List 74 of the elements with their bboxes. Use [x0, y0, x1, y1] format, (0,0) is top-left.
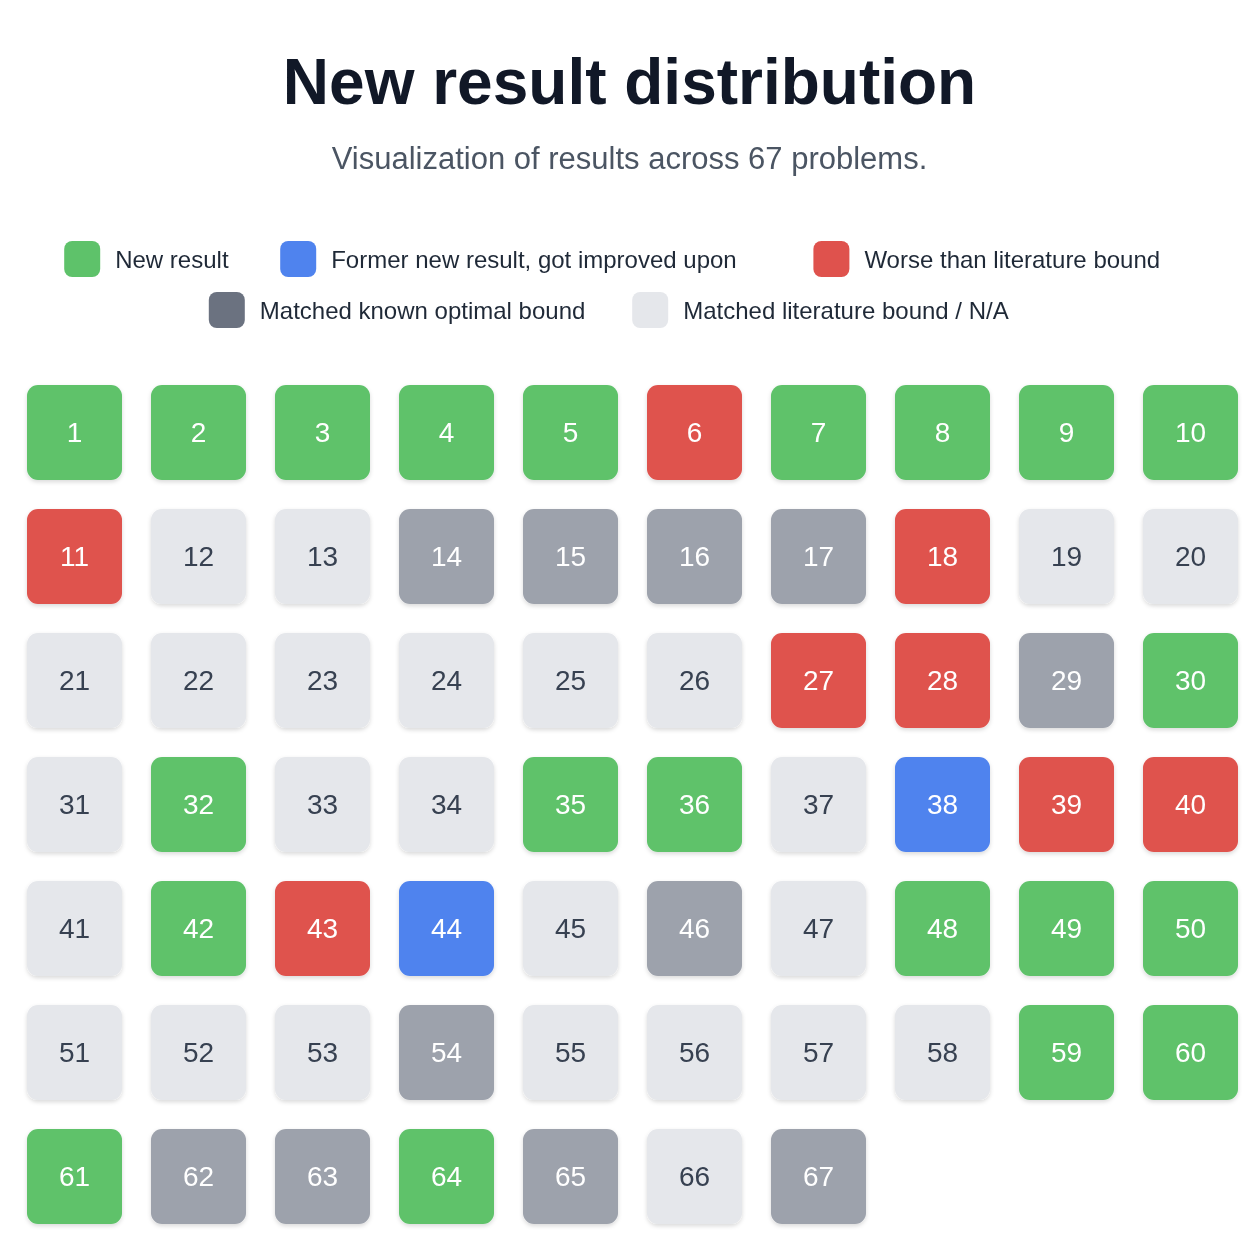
data-label: 45	[554, 913, 587, 944]
data-label: 55	[554, 1037, 587, 1068]
data-label: 4	[438, 417, 455, 448]
data-label: 56	[678, 1037, 711, 1068]
data-label: 6	[686, 417, 703, 448]
data-label: 65	[554, 1161, 587, 1192]
data-label: 20	[1174, 541, 1207, 572]
data-label: 19	[1050, 541, 1083, 572]
data-label: 43	[306, 913, 339, 944]
text: Matched known optimal bound	[259, 296, 586, 324]
data-label: 38	[926, 789, 959, 820]
text: New result	[115, 245, 229, 273]
data-label: 15	[554, 541, 587, 572]
data-label: 64	[430, 1161, 463, 1192]
data-label: 25	[554, 665, 587, 696]
data-label: 52	[182, 1037, 215, 1068]
data-label: 35	[554, 789, 587, 820]
data-label: 61	[58, 1161, 91, 1192]
data-label: 18	[926, 541, 959, 572]
data-label: 57	[802, 1037, 835, 1068]
data-label: 50	[1174, 913, 1207, 944]
data-label: 30	[1174, 665, 1207, 696]
data-label: 54	[430, 1037, 463, 1068]
data-label: 48	[926, 913, 959, 944]
data-label: 40	[1174, 789, 1207, 820]
data-label: 24	[430, 665, 463, 696]
data-label: 7	[810, 417, 827, 448]
data-label: 32	[182, 789, 215, 820]
data-label: 63	[306, 1161, 339, 1192]
data-label: 49	[1050, 913, 1083, 944]
data-label: 2	[190, 417, 207, 448]
text: Former new result, got improved upon	[331, 245, 737, 273]
data-label: 23	[306, 665, 339, 696]
data-label: 66	[678, 1161, 711, 1192]
data-label: 11	[59, 541, 90, 572]
data-label: 36	[678, 789, 711, 820]
data-label: 17	[802, 541, 835, 572]
data-label: 58	[926, 1037, 959, 1068]
data-label: 62	[182, 1161, 215, 1192]
data-label: 31	[58, 789, 91, 820]
data-label: 47	[802, 913, 835, 944]
data-label: 60	[1174, 1037, 1207, 1068]
data-label: 14	[430, 541, 463, 572]
data-label: 10	[1174, 417, 1207, 448]
data-label: 44	[430, 913, 463, 944]
data-label: 41	[58, 913, 91, 944]
text: Worse than literature bound	[864, 245, 1161, 273]
data-label: 51	[58, 1037, 91, 1068]
data-label: 53	[306, 1037, 339, 1068]
chart-subtitle: Visualization of results across 67 problems.	[331, 140, 928, 176]
data-label: 42	[182, 913, 215, 944]
data-label: 9	[1058, 417, 1075, 448]
data-label: 13	[306, 541, 339, 572]
data-label: 8	[934, 417, 951, 448]
text: Matched literature bound / N/A	[683, 296, 1009, 324]
data-label: 67	[802, 1161, 835, 1192]
data-label: 22	[182, 665, 215, 696]
data-label: 39	[1050, 789, 1083, 820]
data-label: 33	[306, 789, 339, 820]
data-label: 3	[314, 417, 331, 448]
data-label: 16	[678, 541, 711, 572]
data-label: 34	[430, 789, 463, 820]
data-label: 28	[926, 665, 959, 696]
data-label: 21	[58, 665, 91, 696]
chart-title: New result distribution	[282, 46, 977, 118]
data-label: 46	[678, 913, 711, 944]
data-label: 26	[678, 665, 711, 696]
data-label: 29	[1050, 665, 1083, 696]
data-label: 27	[802, 665, 835, 696]
data-label: 12	[182, 541, 215, 572]
data-label: 5	[562, 417, 579, 448]
data-label: 1	[66, 417, 83, 448]
data-label: 37	[802, 789, 835, 820]
data-label: 59	[1050, 1037, 1083, 1068]
